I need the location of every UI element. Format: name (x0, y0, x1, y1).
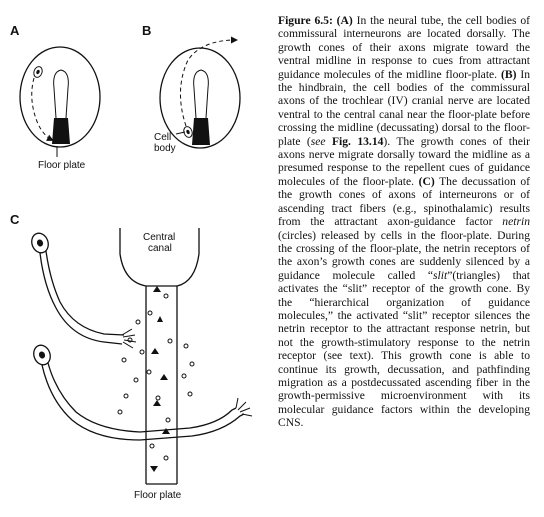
central-canal-label-line2: canal (148, 243, 172, 254)
neural-tube-b (159, 36, 241, 149)
caption-slit: slit (433, 268, 448, 282)
caption-text-c2: (circles) released by cells in the floor… (278, 228, 530, 282)
caption-text-c3: ”(triangles) that activates the “slit” r… (278, 268, 530, 430)
floor-plate-label-c: Floor plate (134, 490, 182, 501)
caption-see: see (310, 134, 326, 148)
caption-text-b2: ). The growth cones of their axons nerve… (278, 134, 530, 188)
neural-tube-a (19, 46, 101, 157)
panel-label-b: B (142, 23, 151, 38)
caption-text-b: In the hindbrain, the cell bodies of the… (278, 67, 530, 148)
caption-netrin: netrin (502, 215, 530, 229)
caption-text-a: In the neural tube, the cell bodies of c… (278, 14, 530, 81)
caption-text-c: The decussation of the growth cones of a… (278, 174, 530, 229)
cell-body-label-line2: body (154, 143, 176, 154)
central-canal-label-line1: Central (143, 232, 175, 243)
caption-title: Figure 6.5: (278, 14, 333, 27)
figure-caption: Figure 6.5: (A) In the neural tube, the … (278, 14, 530, 430)
caption-figure-ref: Fig. 13.14 (331, 134, 384, 148)
spinal-cord-section-c (31, 228, 253, 485)
floor-plate-label-a: Floor plate (38, 160, 86, 171)
panel-label-c: C (10, 212, 20, 227)
caption-marker-c: (C) (418, 174, 435, 188)
panel-label-a: A (10, 23, 20, 38)
caption-marker-b: (B) (500, 67, 517, 81)
caption-marker-a: (A) (336, 14, 353, 27)
cell-body-label-line1: Cell (154, 132, 171, 143)
